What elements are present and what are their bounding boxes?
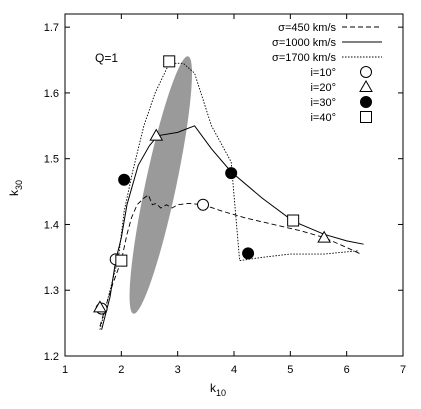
marker-point-8 [242, 247, 255, 260]
marker-point-6 [118, 173, 131, 186]
legend-label-marker-2: i=30° [310, 97, 336, 109]
marker-point-9 [115, 254, 128, 267]
x-tick-label-4: 5 [287, 364, 293, 376]
legend-label-marker-3: i=40° [310, 112, 336, 124]
legend-marker-3 [360, 111, 372, 123]
series-line-0 [99, 194, 361, 327]
y-tick-label-4: 1.6 [44, 88, 59, 100]
plot-frame [64, 13, 404, 357]
x-tick-label-6: 7 [400, 364, 406, 376]
legend-label-marker-1: i=20° [310, 82, 336, 94]
marker-point-11 [287, 214, 300, 227]
y-axis-label-main: k [7, 189, 21, 196]
y-tick-label-1: 1.3 [44, 285, 59, 297]
x-tick-label-5: 6 [344, 364, 350, 376]
marker-point-10 [163, 55, 176, 68]
x-tick-label-3: 4 [231, 364, 237, 376]
marker-point-3 [93, 300, 107, 313]
series-layer [99, 62, 364, 330]
marker-point-4 [149, 128, 164, 141]
x-axis-label: k10 [210, 381, 226, 398]
shaded-region-layer [129, 56, 192, 314]
y-tick-label-5: 1.7 [44, 22, 59, 34]
legend-marker-1 [359, 79, 373, 92]
shaded-ellipse [129, 56, 192, 314]
marker-point-5 [317, 230, 331, 243]
legend-label-series-0: σ=450 km/s [278, 22, 336, 34]
annotation-q: Q=1 [95, 51, 118, 65]
y-tick-label-2: 1.4 [44, 219, 59, 231]
y-axis-label-sub: 30 [14, 180, 24, 190]
legend-marker-0 [360, 66, 372, 78]
legend-label-marker-0: i=10° [310, 67, 336, 79]
legend-marker-2 [360, 96, 372, 108]
tick-layer: 1 2 3 4 5 6 7 1.2 1.3 1.4 1.5 1.6 1.7 [44, 14, 406, 376]
x-tick-label-1: 2 [118, 364, 124, 376]
x-tick-label-0: 1 [62, 364, 68, 376]
y-tick-label-3: 1.5 [44, 154, 59, 166]
x-axis-label-sub: 10 [216, 388, 226, 398]
legend-label-series-2: σ=1700 km/s [272, 52, 336, 64]
legend-label-series-1: σ=1000 km/s [272, 37, 336, 49]
x-axis-label-main: k [210, 381, 217, 395]
x-tick-label-2: 3 [175, 364, 181, 376]
marker-layer [93, 55, 331, 315]
legend: σ=450 km/s σ=1000 km/s σ=1700 km/s i=10° i=2… [272, 22, 382, 124]
series-line-2 [99, 62, 358, 330]
y-axis-label: k30 [7, 180, 24, 196]
y-tick-label-0: 1.2 [44, 351, 59, 363]
marker-point-2 [197, 198, 210, 211]
series-line-1 [101, 125, 364, 330]
marker-point-7 [225, 167, 238, 180]
